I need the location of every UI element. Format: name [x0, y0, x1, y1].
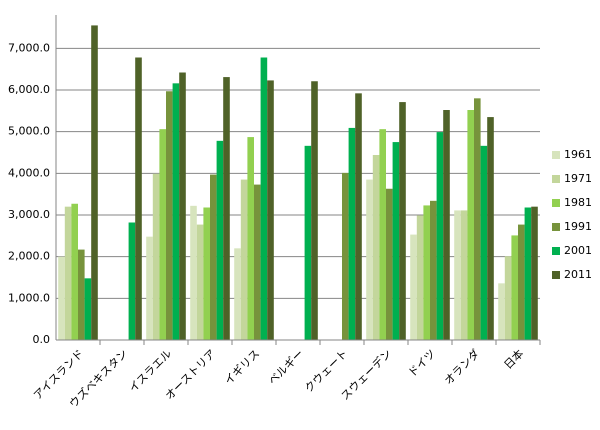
bar [531, 206, 538, 340]
bar [430, 200, 437, 340]
x-tick-label: 日本 [501, 346, 526, 371]
bar [487, 117, 494, 340]
bar [504, 256, 512, 340]
bar [128, 222, 136, 340]
bar [518, 224, 525, 340]
bar [210, 174, 217, 340]
bar [304, 145, 312, 340]
bar [203, 207, 210, 340]
y-tick-label: 5,000.0 [8, 125, 50, 138]
bar [436, 132, 444, 340]
y-tick-label: 4,000.0 [8, 166, 50, 179]
bar [423, 205, 430, 340]
legend-swatch [552, 271, 560, 279]
legend-label: 2011 [564, 268, 592, 281]
bar [467, 110, 474, 340]
legend-swatch [552, 199, 560, 207]
legend-swatch [552, 175, 560, 183]
bar [454, 210, 461, 340]
bar [474, 98, 481, 340]
legend-label: 1981 [564, 196, 592, 209]
legend-label: 1961 [564, 148, 592, 161]
bar [399, 102, 406, 340]
legend-swatch [552, 151, 560, 159]
bar [78, 249, 85, 340]
bar [254, 184, 261, 340]
bar [240, 179, 248, 340]
bar [511, 235, 518, 340]
bar [410, 234, 417, 340]
bar [372, 155, 380, 340]
bar [460, 210, 468, 340]
y-tick-label: 2,000.0 [8, 250, 50, 263]
bar [152, 173, 160, 340]
y-tick-label: 7,000.0 [8, 41, 50, 54]
bar [179, 72, 186, 340]
bar [379, 129, 386, 340]
bar [84, 278, 92, 340]
legend-label: 1991 [564, 220, 592, 233]
legend-label: 2001 [564, 244, 592, 257]
bar [166, 91, 173, 340]
bar [190, 205, 197, 340]
bar [392, 142, 400, 340]
y-tick-label: 3,000.0 [8, 208, 50, 221]
legend-swatch [552, 223, 560, 231]
bar [443, 110, 450, 340]
bar [260, 57, 268, 340]
bar [234, 248, 241, 340]
bar [348, 127, 356, 341]
x-tick-label: オランダ [441, 346, 482, 387]
bar [71, 203, 78, 340]
bar [216, 140, 224, 340]
bar [355, 93, 362, 340]
bar [247, 137, 254, 340]
bar [524, 207, 532, 340]
y-tick-label: 0.0 [33, 333, 51, 346]
y-tick-label: 6,000.0 [8, 83, 50, 96]
bar [416, 215, 424, 340]
x-tick-label: イギリス [222, 347, 262, 387]
bar [480, 145, 488, 340]
x-tick-label: ベルギー [266, 347, 306, 387]
bar [58, 256, 65, 340]
bar [498, 283, 505, 340]
bar [172, 83, 180, 340]
bar [196, 224, 204, 340]
bar [342, 172, 349, 340]
bar [64, 206, 72, 340]
bar [386, 188, 393, 340]
legend-swatch [552, 247, 560, 255]
legend-label: 1971 [564, 172, 592, 185]
bar [223, 77, 230, 340]
x-tick-label: ドイツ [406, 347, 439, 380]
bar [366, 179, 373, 340]
bar [267, 80, 274, 341]
bar [159, 129, 166, 340]
bar [135, 57, 142, 340]
bar [146, 236, 153, 340]
bar [311, 81, 318, 340]
bar [91, 25, 98, 341]
y-tick-label: 1,000.0 [8, 291, 50, 304]
